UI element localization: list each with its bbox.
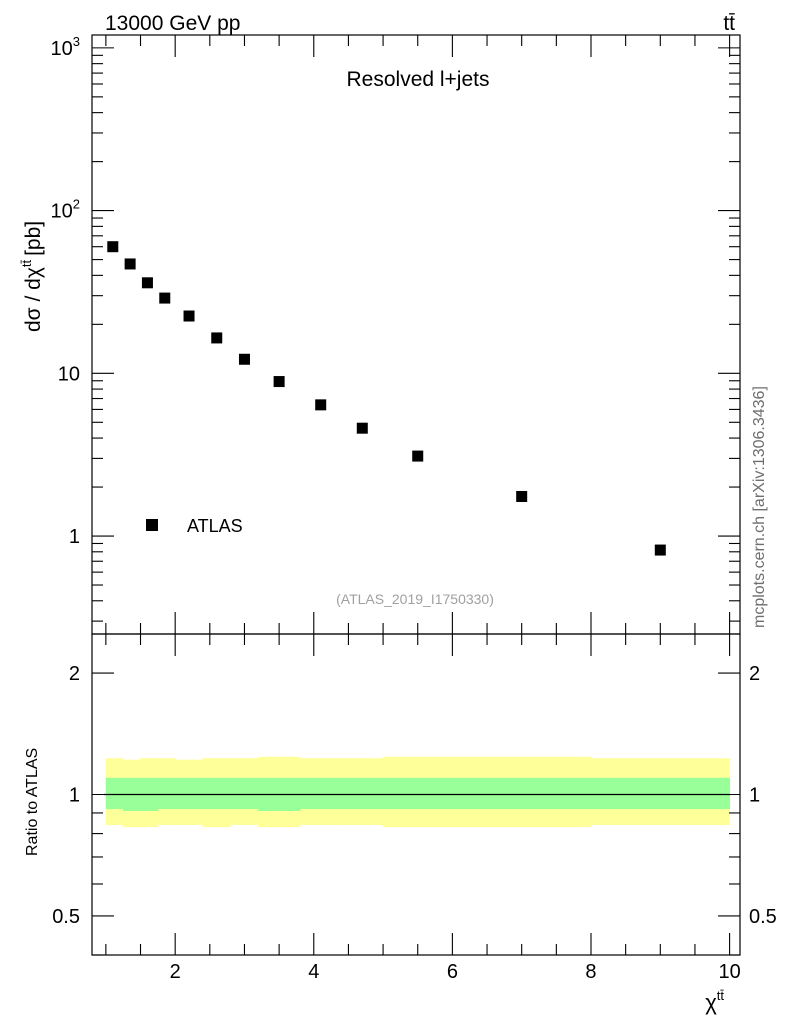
atlas-data-points: [107, 241, 666, 556]
energy-label: 13000 GeV pp: [105, 12, 240, 35]
x-tick-label: 6: [447, 961, 458, 983]
data-point: [211, 332, 223, 344]
y-tick-label-exp: 2: [73, 197, 80, 212]
mcplots-credit: mcplots.cern.ch [arXiv:1306.3436]: [751, 386, 768, 628]
ratio-y-tick-label-right: 1: [749, 785, 760, 807]
y-tick-label-base: 1: [69, 526, 80, 548]
analysis-source-tag: (ATLAS_2019_I1750330): [336, 591, 494, 607]
y-tick-label: 1: [69, 526, 80, 548]
main-y-axis-label-unit: [pb]: [22, 221, 45, 256]
y-tick-label: 103: [51, 34, 80, 60]
ratio-y-tick-labels: 2 2 1 1 0.5 0.5: [52, 663, 777, 928]
x-tick-labels: 2 4 6 8 10: [170, 961, 741, 983]
inner-band-segment: [202, 777, 232, 810]
y-tick-label-base: 10: [51, 38, 73, 60]
ratio-y-tick-label-left: 0.5: [52, 906, 80, 928]
main-y-axis-label-sup: tt̄: [19, 260, 34, 268]
ratio-y-tick-label-left: 2: [69, 663, 80, 685]
data-point: [356, 422, 368, 434]
main-axis-ticks: [92, 35, 740, 634]
x-tick-label: 4: [308, 961, 319, 983]
x-tick-label: 10: [718, 961, 740, 983]
data-point: [141, 277, 153, 289]
inner-band-segment: [230, 777, 259, 810]
ratio-uncertainty-bands: [105, 756, 731, 828]
ratio-y-tick-label-right: 2: [749, 663, 760, 685]
y-tick-label-base: 10: [58, 363, 80, 385]
data-point: [183, 310, 195, 322]
legend-label-atlas: ATLAS: [187, 516, 243, 536]
x-axis-label-sup: tt̄: [717, 988, 725, 1003]
data-point: [516, 490, 528, 502]
y-tick-label: 10: [58, 363, 80, 385]
main-panel-frame: [91, 34, 741, 635]
process-label: tt̄: [723, 12, 735, 35]
y-tick-label-base: 10: [51, 201, 73, 223]
x-axis-label: χtt̄: [705, 988, 724, 1015]
data-point: [412, 450, 424, 462]
ratio-panel: 2 2 1 1 0.5 0.5 2 4 6 8 10 Ratio to ATLAS χtt̄: [24, 633, 777, 1015]
inner-band-segment: [383, 777, 453, 810]
plot-title: Resolved l+jets: [347, 68, 490, 91]
y-tick-label: 102: [51, 197, 80, 223]
legend-marker: [146, 519, 158, 531]
inner-band-segment: [175, 777, 204, 810]
ratio-y-axis-label: Ratio to ATLAS: [24, 748, 41, 856]
x-axis-label-main: χ: [705, 990, 717, 1015]
ratio-y-tick-label-left: 1: [69, 785, 80, 807]
data-point: [273, 376, 285, 388]
data-point: [124, 258, 136, 270]
data-point: [654, 544, 666, 556]
inner-band-segment: [590, 777, 731, 810]
data-point: [159, 292, 171, 304]
inner-band-segment: [157, 777, 176, 810]
y-tick-label-exp: 3: [73, 34, 80, 49]
inner-band-segment: [341, 777, 384, 810]
main-y-axis-label: dσ / dχtt̄ [pb]: [19, 221, 45, 332]
data-point: [238, 353, 250, 365]
x-tick-label: 2: [170, 961, 181, 983]
data-point: [107, 241, 119, 253]
main-y-axis-label-main: dσ / dχ: [22, 267, 45, 332]
inner-band-segment: [452, 777, 592, 810]
inner-band-segment: [299, 777, 342, 810]
ratio-axis-ticks: [92, 634, 740, 956]
data-point: [315, 399, 327, 411]
ratio-y-tick-label-right: 0.5: [749, 906, 777, 928]
x-tick-label: 8: [585, 961, 596, 983]
inner-band-segment: [105, 777, 124, 810]
